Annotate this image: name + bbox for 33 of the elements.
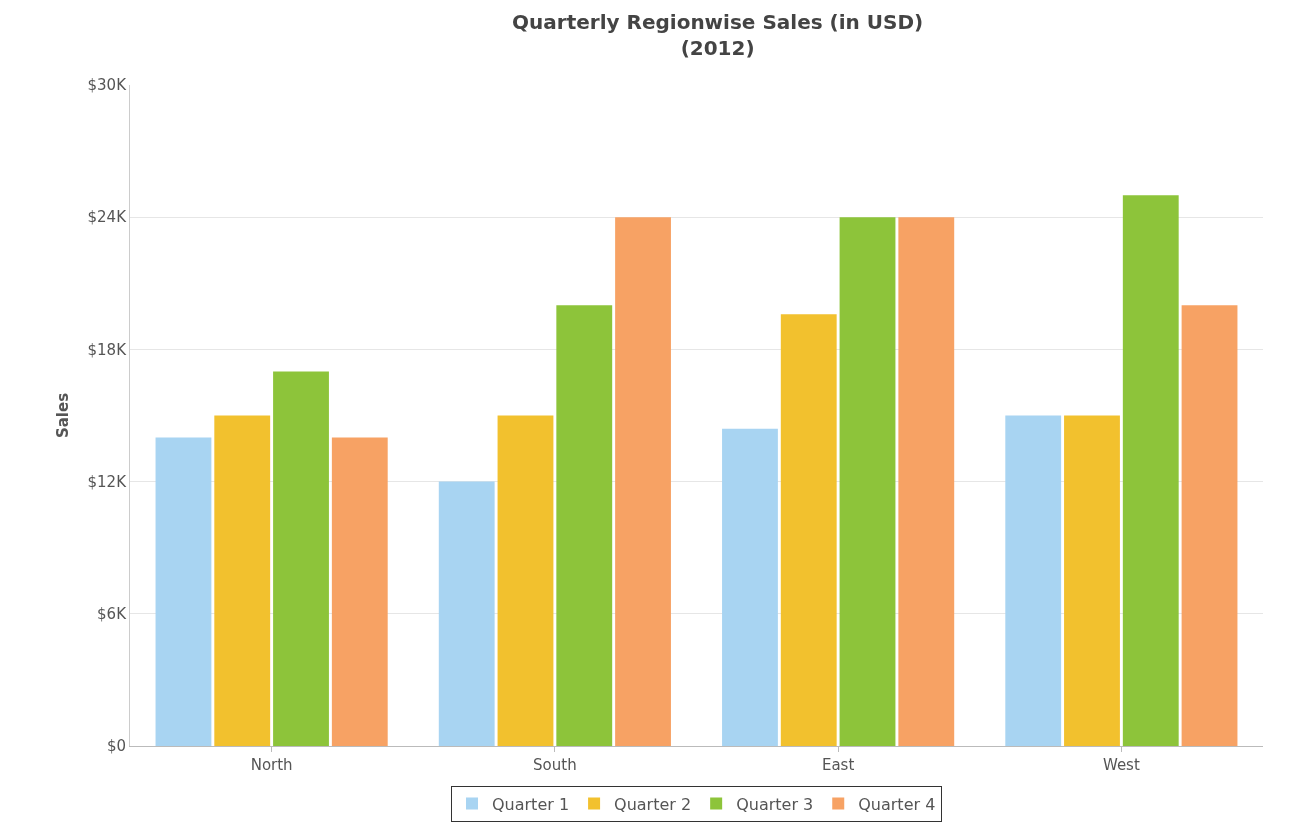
bar bbox=[273, 371, 329, 746]
chart-subtitle: (2012) bbox=[680, 36, 755, 61]
legend-label: Quarter 1 bbox=[492, 794, 570, 814]
bar bbox=[155, 437, 212, 746]
x-tick-label: West bbox=[1102, 756, 1140, 774]
chart-title: Quarterly Regionwise Sales (in USD) bbox=[512, 10, 924, 35]
bar bbox=[780, 314, 837, 746]
legend-label: Quarter 4 bbox=[858, 794, 936, 814]
bar bbox=[1122, 195, 1179, 746]
x-tick-label: South bbox=[533, 756, 577, 774]
y-tick-label: $18K bbox=[87, 340, 128, 359]
y-axis-title: Sales bbox=[53, 392, 72, 439]
bar bbox=[898, 217, 955, 746]
x-tick-label: East bbox=[821, 756, 855, 774]
bar bbox=[331, 437, 388, 746]
bar bbox=[615, 217, 671, 746]
legend-label: Quarter 3 bbox=[736, 794, 814, 814]
bar bbox=[497, 415, 554, 746]
bar bbox=[839, 217, 896, 746]
bar bbox=[214, 415, 271, 746]
bar bbox=[438, 481, 495, 746]
x-tick-label: North bbox=[250, 756, 293, 774]
y-tick-label: $30K bbox=[87, 76, 128, 95]
bar bbox=[1005, 415, 1062, 746]
bar bbox=[722, 428, 778, 746]
y-tick-label: $0 bbox=[106, 737, 126, 756]
legend-label: Quarter 2 bbox=[614, 794, 692, 814]
bar bbox=[556, 305, 613, 746]
y-tick-label: $6K bbox=[97, 605, 128, 624]
bar bbox=[1064, 415, 1120, 746]
y-tick-label: $24K bbox=[87, 208, 128, 227]
bar bbox=[1181, 305, 1238, 746]
y-tick-label: $12K bbox=[87, 472, 128, 491]
